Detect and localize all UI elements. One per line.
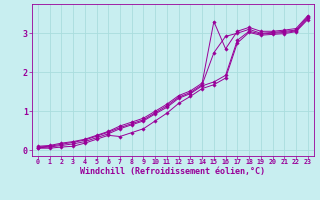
X-axis label: Windchill (Refroidissement éolien,°C): Windchill (Refroidissement éolien,°C)	[80, 167, 265, 176]
